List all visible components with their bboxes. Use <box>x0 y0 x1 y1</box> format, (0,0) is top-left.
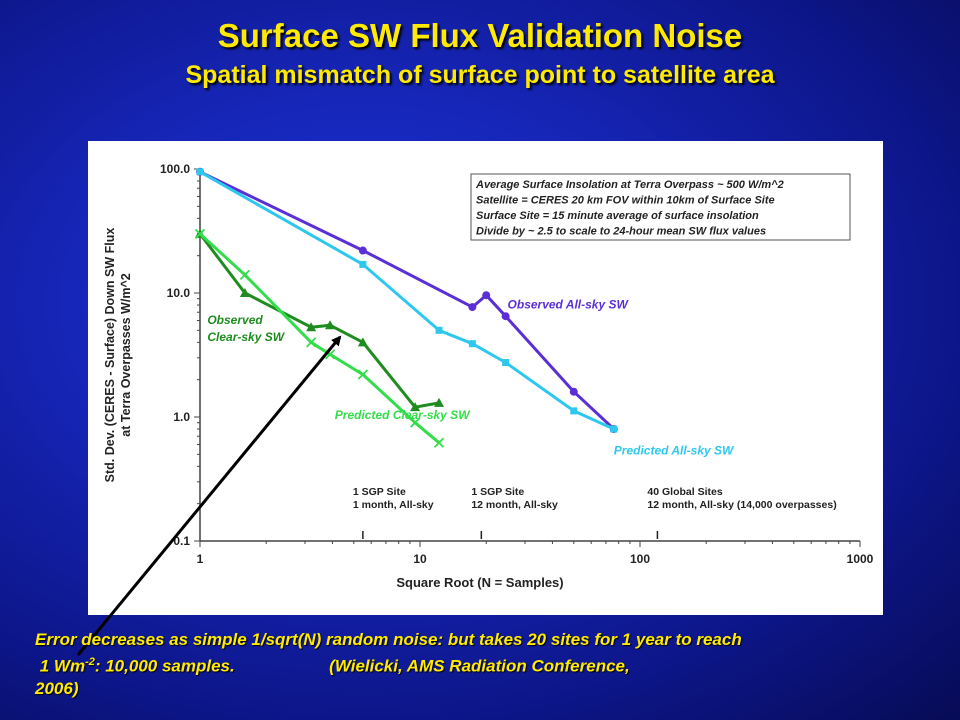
x-tick-label: 10 <box>413 552 427 566</box>
slide-subtitle: Spatial mismatch of surface point to sat… <box>185 61 775 89</box>
data-point <box>433 397 444 407</box>
marker-label-line-2: 12 month, All-sky (14,000 overpasses) <box>647 499 836 511</box>
data-point <box>610 425 618 433</box>
data-point <box>409 417 421 428</box>
x-axis-label: Square Root (N = Samples) <box>396 575 563 590</box>
data-point <box>358 246 367 255</box>
data-point <box>501 312 510 321</box>
caption: Error decreases as simple 1/sqrt(N) rand… <box>35 629 935 700</box>
data-point <box>325 320 336 330</box>
caption-line-2: 1 Wm-2: 10,000 samples. (Wielicki, AMS R… <box>35 651 935 678</box>
data-point <box>569 387 578 396</box>
series-label: Predicted All-sky SW <box>614 443 735 457</box>
data-point <box>410 402 421 412</box>
chart-panel: Std. Dev. (CERES - Surface) Down SW Flux… <box>88 141 883 615</box>
data-point <box>357 369 369 380</box>
slide-title: Surface SW Flux Validation Noise <box>217 17 743 54</box>
caption-line-2-post: : 10,000 samples. (Wielicki, AMS Radiati… <box>94 656 630 676</box>
marker-label-line-2: 1 month, All-sky <box>353 499 434 511</box>
data-point <box>357 337 368 347</box>
data-point <box>239 269 251 281</box>
y-axis-title-line-2: at Terra Overpasses W/m^2 <box>119 273 133 436</box>
annotation-line: Divide by ~ 2.5 to scale to 24-hour mean… <box>476 226 766 238</box>
data-point <box>196 168 204 176</box>
data-point <box>359 260 367 268</box>
x-tick-label: 100 <box>630 552 650 566</box>
caption-line-1: Error decreases as simple 1/sqrt(N) rand… <box>35 630 742 649</box>
caption-line-3: 2006) <box>35 678 79 698</box>
marker-label-line-1: 1 SGP Site <box>471 486 524 498</box>
marker-label-line-1: 40 Global Sites <box>647 486 722 498</box>
annotation-box: Average Surface Insolation at Terra Over… <box>470 173 851 241</box>
y-tick-label: 0.1 <box>173 534 190 548</box>
marker-label-line-1: 1 SGP Site <box>353 486 406 498</box>
series-label-line-2: Clear-sky SW <box>207 330 285 344</box>
data-point <box>482 291 491 300</box>
data-point <box>324 349 336 360</box>
data-point <box>570 407 578 415</box>
series-label: Observed <box>207 313 263 327</box>
series-predicted-all-sky-sw <box>196 168 618 433</box>
annotation-line: Average Surface Insolation at Terra Over… <box>475 179 784 191</box>
y-tick-label: 1.0 <box>173 410 190 424</box>
data-point <box>502 359 510 367</box>
data-point <box>194 228 206 239</box>
data-point <box>435 326 443 334</box>
series-labels: Observed All-sky SW Predicted All-sky SW O… <box>207 297 735 457</box>
series-label: Observed All-sky SW <box>508 297 630 311</box>
y-tick-label: 10.0 <box>167 286 191 300</box>
annotation-line: Satellite = CERES 20 km FOV within 10km … <box>476 195 775 207</box>
data-point <box>239 288 250 297</box>
x-tick-label: 1 <box>197 552 204 566</box>
data-point <box>468 303 477 312</box>
caption-line-2-pre: 1 Wm <box>35 656 86 676</box>
data-point <box>433 437 445 448</box>
annotation-line: Surface Site = 15 minute average of surf… <box>476 210 759 222</box>
x-axis-title: Square Root (N = Samples) <box>396 575 563 590</box>
data-point <box>306 322 317 332</box>
chart-svg: Std. Dev. (CERES - Surface) Down SW Flux… <box>103 162 874 590</box>
series-label: Predicted Clear-sky SW <box>335 408 471 422</box>
data-point <box>305 337 317 348</box>
y-axis-title-line-1: Std. Dev. (CERES - Surface) Down SW Flux <box>103 228 117 483</box>
data-point <box>468 340 476 348</box>
y-tick-label: 100.0 <box>160 162 190 176</box>
x-tick-label: 1000 <box>847 552 874 566</box>
marker-label-line-2: 12 month, All-sky <box>471 499 558 511</box>
y-axis-label: Std. Dev. (CERES - Surface) Down SW Flux… <box>103 228 133 483</box>
annotation-frame <box>470 173 851 241</box>
caption-line-2-sup: -2 <box>85 656 95 668</box>
